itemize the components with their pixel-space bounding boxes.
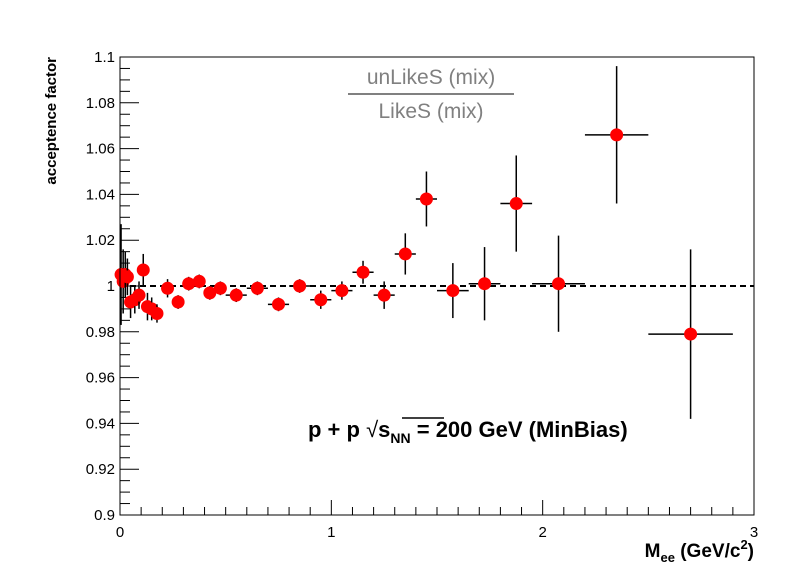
x-axis-title-units: (GeV/c [675,541,741,562]
x-tick-label: 0 [116,524,124,541]
ratio-numerator: unLikeS (mix) [367,66,495,89]
data-point [225,288,247,303]
y-tick-label: 1.1 [94,49,115,66]
data-marker [272,297,285,311]
y-axis-title: acceptence factor [43,57,60,185]
tick-labels: 0 1 2 3 0.9 0.92 0.94 0.96 0.98 1 1.02 1.04 1.06 1.08… [86,49,758,541]
data-point [415,171,437,227]
data-point [246,281,268,296]
ratio-denominator: LikeS (mix) [378,100,483,123]
data-marker [229,288,243,302]
y-tick-label: 0.98 [86,324,115,341]
data-point [331,281,353,300]
data-marker [478,277,492,291]
data-point [648,249,733,419]
annotation-sqrt-sub: NN [390,430,410,446]
data-point [310,290,332,309]
data-point [171,295,185,309]
data-marker [293,279,307,293]
data-marker [335,284,349,298]
data-point [437,263,469,319]
x-axis-title-main: M [645,541,661,562]
x-axis-title-close: ) [748,541,754,562]
data-marker [446,284,460,298]
data-point [468,247,501,321]
y-tick-label: 1.02 [86,232,115,249]
data-marker [192,274,206,288]
annotation-suffix: = 200 GeV (MinBias) [411,417,628,442]
data-point [373,281,395,309]
data-marker [120,270,134,284]
axis-ticks [119,56,755,516]
data-point [150,304,164,323]
y-tick-label: 1.06 [86,141,115,158]
data-marker [509,197,523,211]
data-marker [132,288,146,302]
data-marker [203,286,217,300]
data-point [192,274,206,289]
y-tick-label: 0.9 [94,507,115,524]
annotation-prefix: p + p [308,417,366,442]
data-marker [150,306,164,320]
annotation-sqrt-var: s [378,417,390,442]
annotation-sqrt-symbol: √ [366,417,379,442]
data-point [289,279,311,293]
data-points [114,66,733,419]
data-point [120,258,134,296]
data-marker [356,265,370,279]
y-tick-label: 1.08 [86,95,115,112]
y-tick-label: 0.92 [86,461,115,478]
data-point [182,276,196,291]
x-tick-label: 1 [327,524,335,541]
data-point [132,281,146,309]
data-marker [161,281,175,295]
data-point [352,260,374,284]
data-point [136,253,150,286]
data-marker [377,288,391,302]
y-tick-label: 1 [107,278,115,295]
data-marker [213,281,227,295]
data-marker [398,247,412,261]
x-tick-label: 3 [750,524,758,541]
data-marker [419,192,433,206]
data-marker [136,263,150,277]
data-marker [250,281,264,295]
data-marker [314,293,328,307]
data-marker [552,277,566,291]
data-point [394,233,416,275]
data-point [532,235,585,332]
data-point [203,286,217,300]
data-marker [684,327,698,341]
x-axis-title-sup: 2 [740,537,747,552]
data-point [213,281,227,296]
collision-annotation: p + p √sNN = 200 GeV (MinBias) [308,417,628,446]
plot-frame [119,56,755,516]
data-point [584,66,649,204]
data-marker [182,277,196,291]
data-marker [171,295,185,309]
y-tick-label: 1.04 [86,186,115,203]
x-axis-title-sub: ee [660,550,674,565]
y-tick-label: 0.96 [86,370,115,387]
y-tick-label: 0.94 [86,415,115,432]
x-axis-title: Mee (GeV/c2) [645,537,754,565]
data-point [267,297,290,312]
data-marker [610,128,624,142]
data-point [500,155,533,252]
data-point [161,279,175,298]
x-tick-label: 2 [538,524,546,541]
